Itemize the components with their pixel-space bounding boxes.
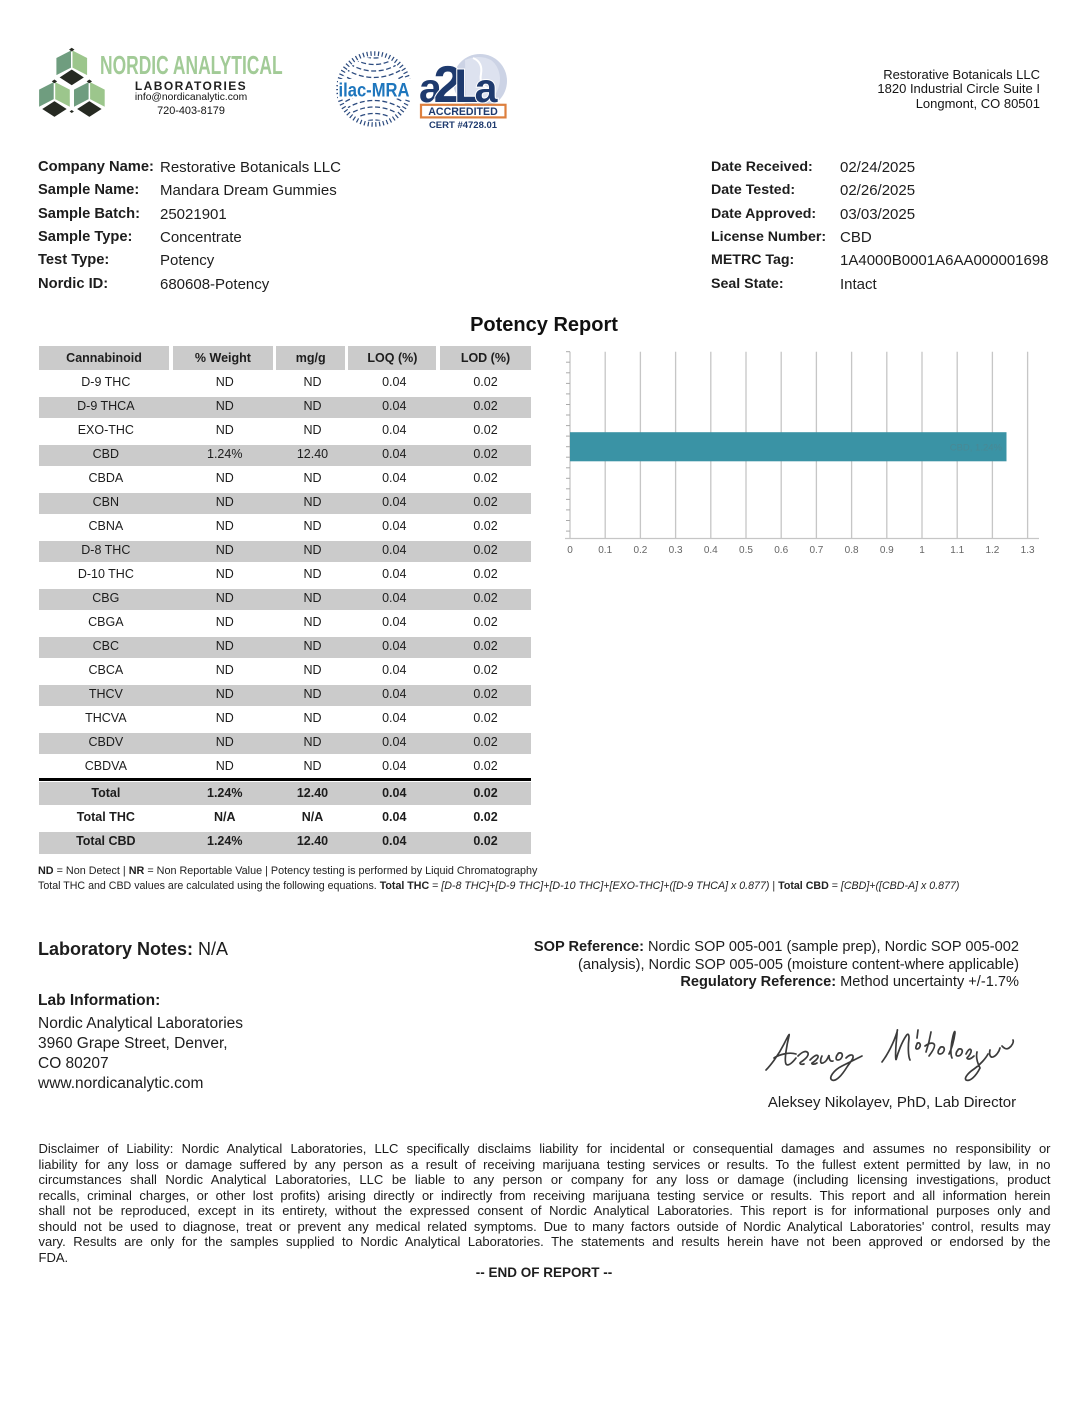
svg-text:0.8: 0.8	[845, 545, 859, 556]
svg-text:ilac-MRA: ilac-MRA	[339, 81, 410, 102]
svg-text:1: 1	[919, 545, 925, 556]
svg-text:CBD, 1.24%: CBD, 1.24%	[950, 443, 1003, 454]
svg-text:1.1: 1.1	[950, 545, 964, 556]
svg-text:1.3: 1.3	[1021, 545, 1035, 556]
svg-text:0.9: 0.9	[880, 545, 894, 556]
svg-text:CERT #4728.01: CERT #4728.01	[429, 120, 498, 131]
svg-text:1.2: 1.2	[985, 545, 999, 556]
svg-text:0.3: 0.3	[669, 545, 683, 556]
svg-text:ACCREDITED: ACCREDITED	[428, 106, 498, 118]
svg-text:0.1: 0.1	[598, 545, 612, 556]
svg-text:0.6: 0.6	[774, 545, 788, 556]
svg-text:0: 0	[567, 545, 573, 556]
svg-text:0.4: 0.4	[704, 545, 718, 556]
svg-text:0.5: 0.5	[739, 545, 753, 556]
svg-text:0.7: 0.7	[809, 545, 823, 556]
svg-text:0.2: 0.2	[633, 545, 647, 556]
